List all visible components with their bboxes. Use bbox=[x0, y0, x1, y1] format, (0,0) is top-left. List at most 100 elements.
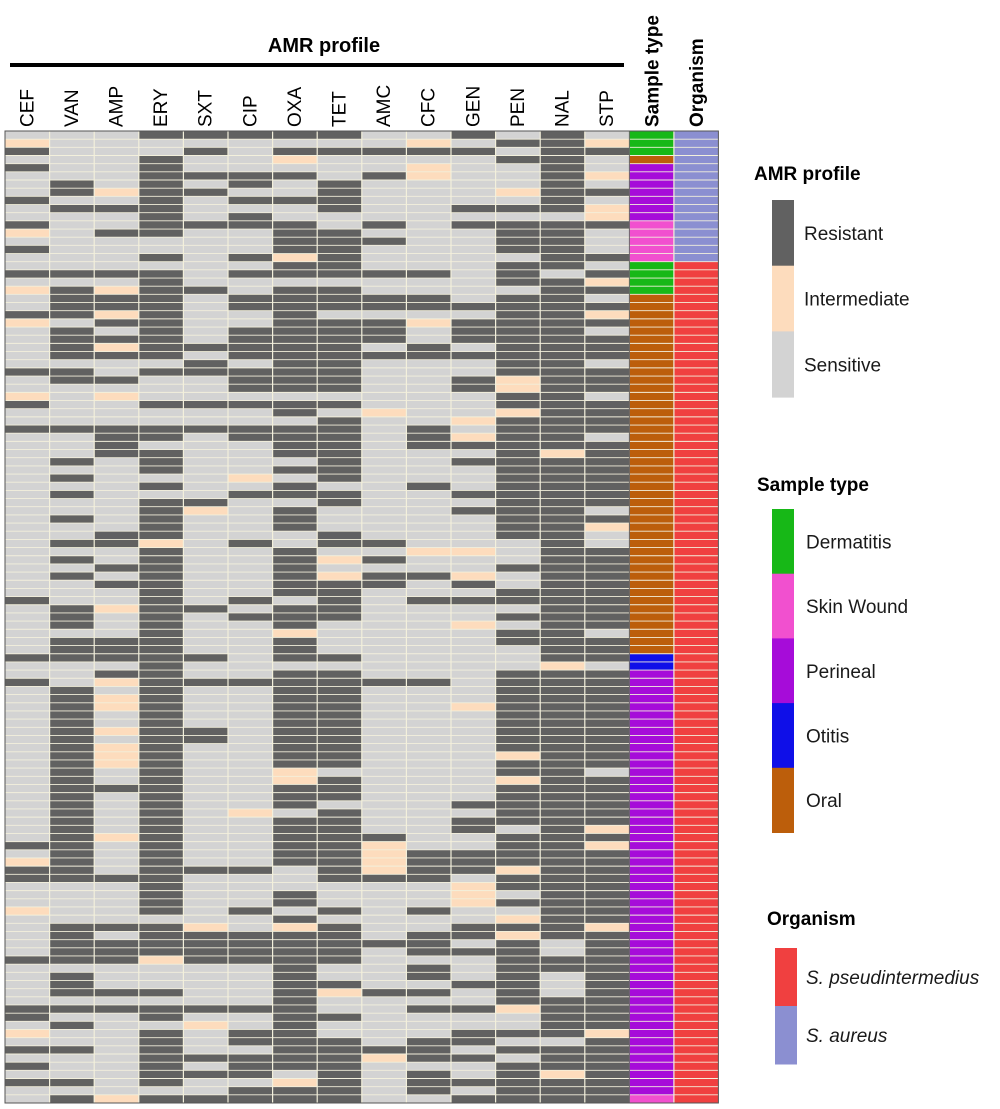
sample-type-cell bbox=[629, 792, 674, 801]
heatmap-cell bbox=[49, 278, 95, 287]
heatmap-cell bbox=[317, 694, 362, 703]
heatmap-cell bbox=[183, 759, 228, 769]
heatmap-cell bbox=[94, 694, 139, 703]
heatmap-cell bbox=[540, 768, 585, 777]
heatmap-cell bbox=[361, 490, 407, 499]
heatmap-cell bbox=[138, 163, 184, 172]
heatmap-cell bbox=[495, 604, 541, 614]
heatmap-cell bbox=[5, 694, 50, 703]
heatmap-cell bbox=[49, 457, 95, 466]
organism-cell bbox=[673, 629, 719, 638]
heatmap-cell bbox=[495, 629, 541, 638]
heatmap-cell bbox=[451, 1070, 496, 1079]
heatmap-cell bbox=[495, 155, 541, 164]
sample-type-cell bbox=[629, 1094, 674, 1104]
heatmap-cell bbox=[138, 866, 184, 875]
heatmap-cell bbox=[138, 1062, 184, 1071]
heatmap-cell bbox=[406, 433, 451, 442]
heatmap-cell bbox=[361, 645, 407, 654]
sample-type-cell bbox=[629, 310, 674, 319]
heatmap-cell bbox=[540, 392, 585, 401]
heatmap-cell bbox=[183, 694, 228, 703]
heatmap-cell bbox=[406, 825, 451, 834]
heatmap-cell bbox=[451, 776, 496, 785]
heatmap-cell bbox=[5, 612, 50, 622]
heatmap-cell bbox=[183, 833, 228, 842]
heatmap-cell bbox=[495, 1029, 541, 1038]
heatmap-cell bbox=[495, 735, 541, 744]
heatmap-cell bbox=[5, 808, 50, 818]
heatmap-cell bbox=[228, 441, 273, 450]
heatmap-cell bbox=[138, 302, 184, 311]
heatmap-cell bbox=[228, 637, 273, 646]
heatmap-cell bbox=[361, 1086, 407, 1095]
heatmap-cell bbox=[406, 751, 451, 761]
heatmap-cell bbox=[5, 727, 50, 736]
heatmap-cell bbox=[540, 653, 585, 663]
heatmap-cell bbox=[5, 563, 50, 573]
organism-cell bbox=[673, 939, 719, 948]
heatmap-cell bbox=[49, 302, 95, 311]
heatmap-cell bbox=[317, 661, 362, 671]
heatmap-cell bbox=[540, 180, 585, 189]
heatmap-cell bbox=[228, 784, 273, 793]
heatmap-cell bbox=[228, 506, 273, 515]
heatmap-cell bbox=[228, 988, 273, 997]
heatmap-cell bbox=[183, 253, 228, 262]
heatmap-cell bbox=[94, 343, 139, 352]
heatmap-cell bbox=[49, 131, 95, 140]
heatmap-cell bbox=[584, 735, 630, 744]
heatmap-cell bbox=[495, 678, 541, 687]
heatmap-cell bbox=[94, 433, 139, 442]
sample-type-cell bbox=[629, 1013, 674, 1022]
heatmap-cell bbox=[451, 588, 496, 597]
heatmap-cell bbox=[5, 131, 50, 140]
heatmap-cell bbox=[138, 841, 184, 850]
heatmap-cell bbox=[138, 735, 184, 744]
heatmap-cell bbox=[361, 719, 407, 728]
heatmap-cell bbox=[5, 800, 50, 810]
legend-label-s-aureus: S. aureus bbox=[806, 1026, 888, 1047]
heatmap-cell bbox=[49, 539, 95, 548]
heatmap-cell bbox=[183, 531, 228, 540]
organism-cell bbox=[673, 1045, 719, 1055]
heatmap-cell bbox=[272, 866, 318, 875]
heatmap-cell bbox=[540, 261, 585, 270]
heatmap-cell bbox=[451, 441, 496, 450]
heatmap-cell bbox=[228, 359, 273, 368]
heatmap-cell bbox=[406, 906, 451, 916]
heatmap-cell bbox=[183, 180, 228, 189]
heatmap-cell bbox=[406, 425, 451, 434]
heatmap-cell bbox=[138, 1004, 184, 1014]
organism-cell bbox=[673, 621, 719, 630]
heatmap-cell bbox=[183, 825, 228, 834]
heatmap-cell bbox=[317, 670, 362, 679]
heatmap-cell bbox=[584, 269, 630, 279]
heatmap-cell bbox=[540, 629, 585, 638]
heatmap-cell bbox=[361, 686, 407, 695]
heatmap-cell bbox=[451, 204, 496, 213]
heatmap-cell bbox=[584, 449, 630, 458]
heatmap-cell bbox=[540, 1094, 585, 1104]
heatmap-cell bbox=[406, 580, 451, 589]
heatmap-cell bbox=[94, 196, 139, 205]
heatmap-cell bbox=[94, 531, 139, 540]
heatmap-cell bbox=[228, 539, 273, 548]
heatmap-cell bbox=[361, 931, 407, 940]
heatmap-cell bbox=[584, 1037, 630, 1046]
heatmap-cell bbox=[183, 964, 228, 973]
heatmap-cell bbox=[183, 408, 228, 417]
heatmap-cell bbox=[138, 719, 184, 728]
heatmap-cell bbox=[94, 327, 139, 336]
heatmap-cell bbox=[495, 294, 541, 303]
heatmap-cell bbox=[540, 972, 585, 981]
heatmap-cell bbox=[540, 604, 585, 614]
heatmap-cell bbox=[540, 808, 585, 818]
heatmap-cell bbox=[272, 155, 318, 164]
heatmap-cell bbox=[584, 964, 630, 973]
heatmap-cell bbox=[361, 514, 407, 524]
sample-type-cell bbox=[629, 359, 674, 368]
heatmap-cell bbox=[272, 980, 318, 989]
heatmap-cell bbox=[94, 131, 139, 140]
organism-cell bbox=[673, 335, 719, 344]
